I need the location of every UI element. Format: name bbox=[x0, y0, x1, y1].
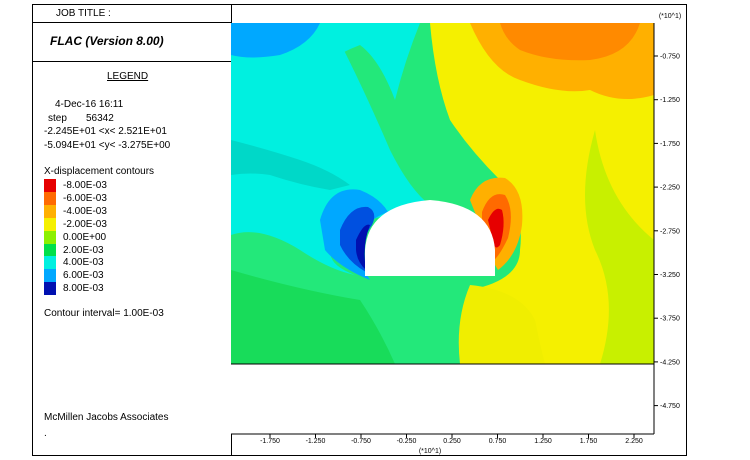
legend-label: 4.00E-03 bbox=[63, 257, 104, 269]
legend-entry: -8.00E-03 bbox=[44, 179, 204, 192]
x-tick-label: -0.250 bbox=[397, 438, 417, 445]
y-tick-label: -1.750 bbox=[660, 141, 680, 148]
x-tick-label: -1.250 bbox=[306, 438, 326, 445]
legend-label: 8.00E-03 bbox=[63, 283, 104, 295]
contour-band-yellow-lower bbox=[458, 285, 545, 364]
x-tick-label: 1.750 bbox=[580, 438, 598, 445]
y-tick-label: -3.250 bbox=[660, 272, 680, 279]
legend-y-range: -5.094E+01 <y< -3.275E+00 bbox=[44, 140, 171, 151]
x-tick-label: 0.250 bbox=[443, 438, 461, 445]
legend-entry: 4.00E-03 bbox=[44, 256, 204, 270]
legend-swatch bbox=[44, 230, 56, 244]
contour-band-darkorange-top bbox=[500, 23, 640, 61]
y-tick-label: -0.750 bbox=[660, 54, 680, 61]
legend-swatch bbox=[44, 179, 56, 192]
legend-entry: 0.00E+00 bbox=[44, 230, 204, 244]
legend-date-time: 4-Dec-16 16:11 bbox=[55, 99, 124, 110]
legend-entry: -2.00E-03 bbox=[44, 217, 204, 231]
legend-entry: -6.00E-03 bbox=[44, 191, 204, 205]
legend-swatch bbox=[44, 282, 56, 296]
legend-title: LEGEND bbox=[107, 71, 149, 82]
tunnel-excavation bbox=[365, 200, 495, 276]
x-tick-label: -1.750 bbox=[260, 438, 280, 445]
y-tick-label: -2.250 bbox=[660, 185, 680, 192]
legend-label: 2.00E-03 bbox=[63, 244, 104, 256]
y-tick-label: -2.750 bbox=[660, 228, 680, 235]
legend-label: -2.00E-03 bbox=[63, 218, 107, 230]
contour-title: X-displacement contours bbox=[44, 166, 155, 177]
job-title-label: JOB TITLE : bbox=[56, 8, 111, 19]
legend-label: 0.00E+00 bbox=[63, 231, 107, 243]
legend-entry: 2.00E-03 bbox=[44, 243, 204, 257]
legend-label: -6.00E-03 bbox=[63, 192, 107, 204]
legend-step-value: 56342 bbox=[86, 113, 114, 124]
x-scale-label: (*10^1) bbox=[419, 448, 441, 455]
x-tick-label: 1.250 bbox=[534, 438, 552, 445]
legend-entry: 6.00E-03 bbox=[44, 269, 204, 283]
legend-swatch bbox=[44, 191, 56, 205]
legend-entry: -4.00E-03 bbox=[44, 204, 204, 218]
legend-x-range: -2.245E+01 <x< 2.521E+01 bbox=[44, 126, 167, 137]
y-scale-label: (*10^1) bbox=[659, 13, 681, 20]
legend-swatch bbox=[44, 217, 56, 231]
x-tick-label: 0.750 bbox=[489, 438, 507, 445]
contour-band-lightgreen-right bbox=[585, 130, 654, 364]
y-tick-label: -1.250 bbox=[660, 97, 680, 104]
program-name: FLAC (Version 8.00) bbox=[50, 34, 164, 48]
contour-band-yellow-right bbox=[430, 23, 654, 364]
y-tick-label: -4.750 bbox=[660, 403, 680, 410]
lower-blank-region bbox=[231, 364, 654, 434]
x-tick-label: 2.250 bbox=[625, 438, 643, 445]
contour-band-max-left bbox=[356, 224, 370, 270]
y-tick-label: -4.250 bbox=[660, 359, 680, 366]
contour-band-red-right bbox=[488, 208, 504, 248]
contour-interval: Contour interval= 1.00E-03 bbox=[44, 308, 164, 319]
legend-label: -8.00E-03 bbox=[63, 180, 107, 191]
contour-band-cyan-slant bbox=[231, 140, 350, 190]
y-tick-label: -3.750 bbox=[660, 316, 680, 323]
legend-entry: 8.00E-03 bbox=[44, 282, 204, 296]
legend-swatch bbox=[44, 243, 56, 257]
legend-swatch bbox=[44, 204, 56, 218]
footnote-mark: . bbox=[44, 428, 47, 439]
legend-swatch bbox=[44, 256, 56, 270]
contour-band-green-lower bbox=[231, 270, 395, 364]
legend-swatch bbox=[44, 269, 56, 283]
x-tick-label: -0.750 bbox=[351, 438, 371, 445]
company-name: McMillen Jacobs Associates bbox=[44, 412, 169, 423]
legend-label: -4.00E-03 bbox=[63, 205, 107, 217]
contour-band-6e-3-top bbox=[231, 23, 320, 58]
legend-label: 6.00E-03 bbox=[63, 270, 104, 282]
legend-step-label: step bbox=[48, 113, 67, 124]
